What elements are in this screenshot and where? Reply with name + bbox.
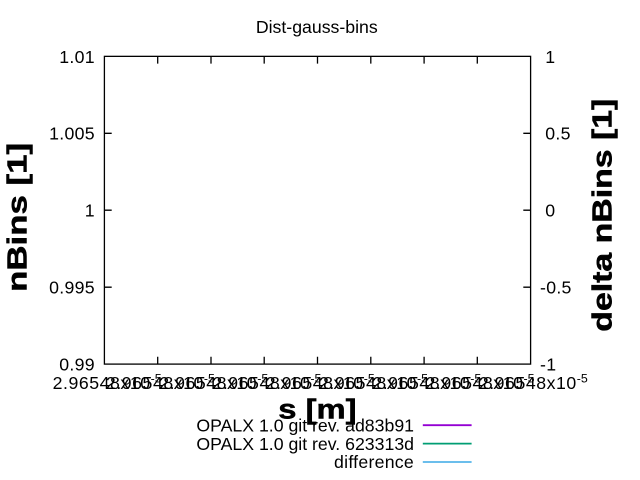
svg-text:2.96548x10-5: 2.96548x10-5 — [154, 372, 269, 393]
svg-text:2.96548x10-5: 2.96548x10-5 — [260, 372, 375, 393]
svg-text:OPALX 1.0 git rev. ad83b91: OPALX 1.0 git rev. ad83b91 — [196, 415, 414, 435]
svg-text:2.96548x10-5: 2.96548x10-5 — [473, 372, 588, 393]
svg-text:1: 1 — [85, 201, 95, 221]
svg-text:Dist-gauss-bins: Dist-gauss-bins — [256, 17, 378, 37]
svg-text:1.005: 1.005 — [49, 124, 95, 144]
svg-text:delta nBins [1]: delta nBins [1] — [587, 99, 618, 332]
svg-text:2.96548x10-5: 2.96548x10-5 — [47, 372, 162, 393]
svg-text:1: 1 — [540, 47, 555, 67]
svg-text:2.96548x10-5: 2.96548x10-5 — [314, 372, 429, 393]
svg-text:-0.5: -0.5 — [540, 277, 572, 297]
svg-text:0: 0 — [540, 201, 555, 221]
svg-text:2.96548x10-5: 2.96548x10-5 — [100, 372, 215, 393]
svg-text:2.96548x10-5: 2.96548x10-5 — [207, 372, 322, 393]
svg-text:difference: difference — [334, 452, 414, 472]
svg-text:2.96548x10-5: 2.96548x10-5 — [420, 372, 535, 393]
svg-text:2.96548x10-5: 2.96548x10-5 — [367, 372, 482, 393]
svg-text:0.99: 0.99 — [59, 354, 95, 374]
svg-text:s [m]: s [m] — [278, 393, 356, 424]
svg-text:0.5: 0.5 — [540, 124, 571, 144]
svg-text:nBins [1]: nBins [1] — [2, 143, 33, 292]
svg-text:1.01: 1.01 — [59, 47, 95, 67]
svg-text:0.995: 0.995 — [49, 277, 95, 297]
svg-text:OPALX 1.0 git rev. 623313d: OPALX 1.0 git rev. 623313d — [196, 434, 414, 454]
svg-text:-1: -1 — [540, 354, 556, 374]
